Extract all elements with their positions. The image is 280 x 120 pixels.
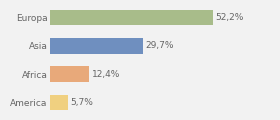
Bar — [50, 66, 89, 82]
Text: 29,7%: 29,7% — [145, 41, 174, 50]
Text: 52,2%: 52,2% — [215, 13, 244, 22]
Text: 5,7%: 5,7% — [71, 98, 94, 107]
Bar — [50, 38, 143, 54]
Bar — [50, 95, 68, 110]
Text: 12,4%: 12,4% — [92, 70, 120, 79]
Bar — [50, 10, 213, 25]
